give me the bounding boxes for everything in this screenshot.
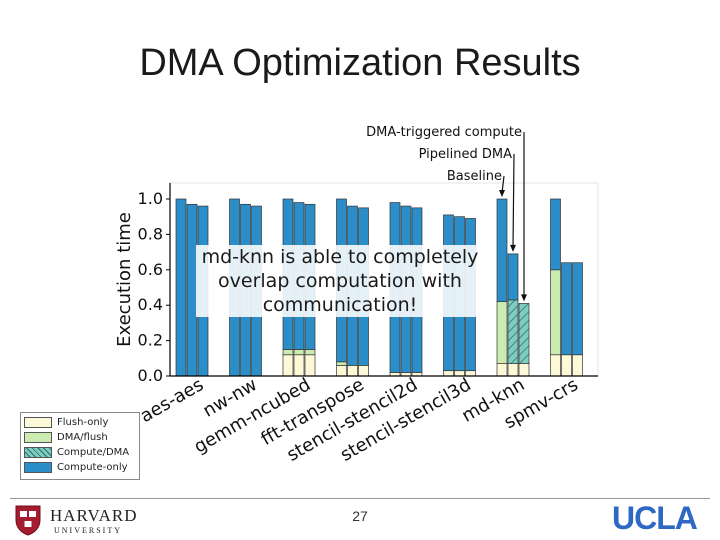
slide-title: DMA Optimization Results	[139, 42, 581, 84]
bar-segment	[336, 361, 347, 366]
bar-segment	[282, 349, 294, 356]
bar-segment	[443, 370, 454, 377]
bar-segment	[304, 349, 316, 356]
bar-segment	[282, 354, 294, 377]
bar-segment	[175, 198, 187, 377]
callout-text: md-knn is able to completely overlap com…	[196, 245, 484, 317]
bar-segment	[507, 299, 519, 364]
annotation-arrowhead	[510, 244, 516, 252]
bar-segment	[572, 262, 583, 356]
legend-item-compute-only: Compute-only	[24, 461, 128, 474]
chart-legend: Flush-only DMA/flush Compute/DMA Compute…	[20, 412, 140, 480]
legend-swatch-compute-dma	[24, 446, 52, 458]
harvard-wordmark: HARVARD	[50, 506, 138, 525]
annotation-arrowhead	[521, 294, 527, 302]
annotation-label: Pipelined DMA	[419, 147, 512, 162]
bar-segment	[572, 354, 583, 377]
y-tick-label: 0.6	[138, 260, 163, 279]
bar-segment	[561, 262, 572, 356]
legend-swatch-flush-only	[24, 416, 52, 428]
y-tick-label: 0.0	[138, 366, 163, 385]
legend-label: Flush-only	[57, 417, 109, 428]
page-number: 27	[352, 508, 368, 524]
legend-label: Compute/DMA	[57, 447, 130, 458]
y-tick-label: 0.4	[138, 295, 163, 314]
bar-segment	[561, 354, 572, 377]
legend-item-flush-only: Flush-only	[24, 416, 108, 429]
bar-segment	[293, 354, 305, 377]
bar-segment	[336, 365, 347, 377]
y-axis-label: Execution time	[114, 212, 135, 347]
bar-segment	[507, 253, 519, 301]
y-tick-label: 1.0	[138, 189, 163, 208]
bar-segment	[358, 365, 369, 377]
ucla-logo: UCLA	[612, 500, 698, 536]
bar-segment	[550, 354, 561, 377]
annotation-arrow	[512, 153, 515, 248]
bar-segment	[518, 363, 530, 377]
y-tick-label: 0.2	[138, 331, 163, 350]
bar-segment	[496, 301, 508, 364]
annotation-arrowhead	[499, 190, 505, 197]
bar-segment	[518, 303, 530, 364]
annotation-label: Baseline	[447, 169, 502, 184]
legend-swatch-dma-flush	[24, 431, 52, 443]
footer-divider	[10, 498, 710, 499]
bar-segment	[465, 370, 476, 377]
bar-segment	[496, 198, 508, 303]
harvard-logo: HARVARD UNIVERSITY	[14, 504, 154, 538]
harvard-shield-icon	[15, 505, 41, 536]
legend-label: Compute-only	[57, 462, 128, 473]
bar-segment	[304, 354, 316, 377]
legend-item-dma-flush: DMA/flush	[24, 431, 108, 444]
bar-segment	[550, 269, 561, 356]
legend-label: DMA/flush	[57, 432, 108, 443]
annotation-label: DMA-triggered compute	[366, 125, 522, 140]
harvard-subtitle: UNIVERSITY	[54, 526, 122, 535]
bar-segment	[496, 363, 508, 377]
bar-segment	[550, 198, 561, 271]
y-tick-label: 0.8	[138, 224, 163, 243]
axes	[166, 183, 598, 377]
legend-swatch-compute-only	[24, 461, 52, 473]
bar-segment	[293, 349, 305, 356]
legend-item-compute-dma: Compute/DMA	[24, 446, 129, 459]
annotations: DMA-triggered compute Pipelined DMA Baseli…	[366, 125, 527, 302]
